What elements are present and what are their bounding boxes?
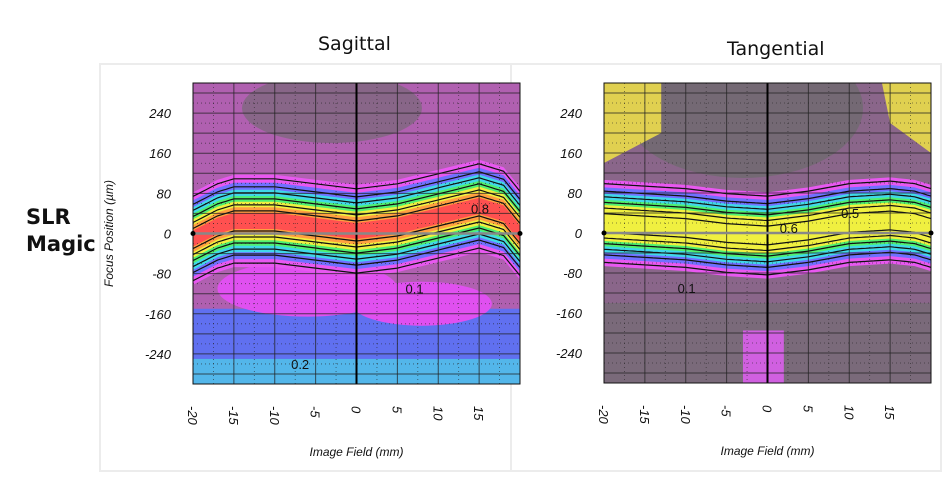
plot-sagittal: 0.1 0.2 0.8	[193, 83, 520, 384]
y-tick-label: 80	[568, 186, 583, 201]
y-tick-label: 0	[164, 227, 172, 242]
x-tick-label: 0	[349, 406, 364, 414]
low-contrast-region	[242, 83, 422, 144]
x-tick-label: -15	[637, 405, 652, 425]
x-tick-label: 15	[882, 405, 897, 420]
x-tick-label: -10	[678, 405, 693, 425]
brand-label: SLR Magic	[26, 204, 96, 258]
x-tick-label: 0	[760, 405, 775, 413]
plot-tangential: 0.6 0.1 0.5	[604, 83, 931, 383]
y-axis-label: Focus Position (µm)	[102, 180, 116, 287]
x-tick-label: 5	[800, 405, 815, 413]
y-tick-label: 80	[157, 186, 172, 201]
contour-label: 0.5	[841, 206, 859, 221]
brand-line-2: Magic	[26, 232, 96, 256]
axis-end-marker	[190, 231, 196, 236]
y-tick-label: -160	[145, 307, 172, 322]
x-tick-label: 15	[471, 406, 486, 421]
y-tick-label: -80	[563, 266, 583, 281]
x-axis-label: Image Field (mm)	[309, 445, 403, 459]
x-tick-label: -5	[719, 405, 734, 417]
y-tick-label: -80	[152, 267, 172, 282]
y-tick-label: -160	[556, 306, 583, 321]
contour-label: 0.1	[678, 281, 696, 296]
y-tick-label: 240	[559, 106, 582, 121]
x-axis-label: Image Field (mm)	[720, 444, 814, 458]
brand-line-1: SLR	[26, 205, 71, 229]
y-tick-label: 0	[575, 226, 583, 241]
y-tick-label: -240	[145, 347, 172, 362]
y-tick-label: 240	[148, 106, 171, 121]
low-contrast-region	[623, 83, 863, 178]
x-tick-label: -20	[185, 406, 200, 426]
y-tick-label: 160	[560, 146, 582, 161]
tangential-title: Tangential	[727, 38, 825, 60]
x-tick-label: -20	[596, 405, 611, 425]
y-tick-label: -240	[556, 346, 583, 361]
contour-label: 0.2	[291, 357, 309, 372]
x-tick-label: -10	[267, 406, 282, 426]
contour-label: 0.6	[780, 221, 798, 236]
x-tick-label: -15	[226, 406, 241, 426]
contour-label: 0.8	[471, 201, 489, 216]
x-tick-label: -5	[308, 406, 323, 418]
x-tick-label: 5	[389, 406, 404, 414]
corner-aberration-region	[881, 83, 931, 153]
axis-end-marker	[928, 230, 934, 236]
contour-label: 0.1	[406, 282, 424, 297]
y-tick-label: 160	[149, 146, 171, 161]
x-tick-label: 10	[841, 405, 856, 420]
bottom-magenta-region	[742, 330, 784, 383]
sagittal-title: Sagittal	[318, 33, 391, 55]
axis-end-marker	[601, 230, 607, 236]
x-tick-label: 10	[430, 406, 445, 421]
axis-end-marker	[517, 231, 523, 236]
